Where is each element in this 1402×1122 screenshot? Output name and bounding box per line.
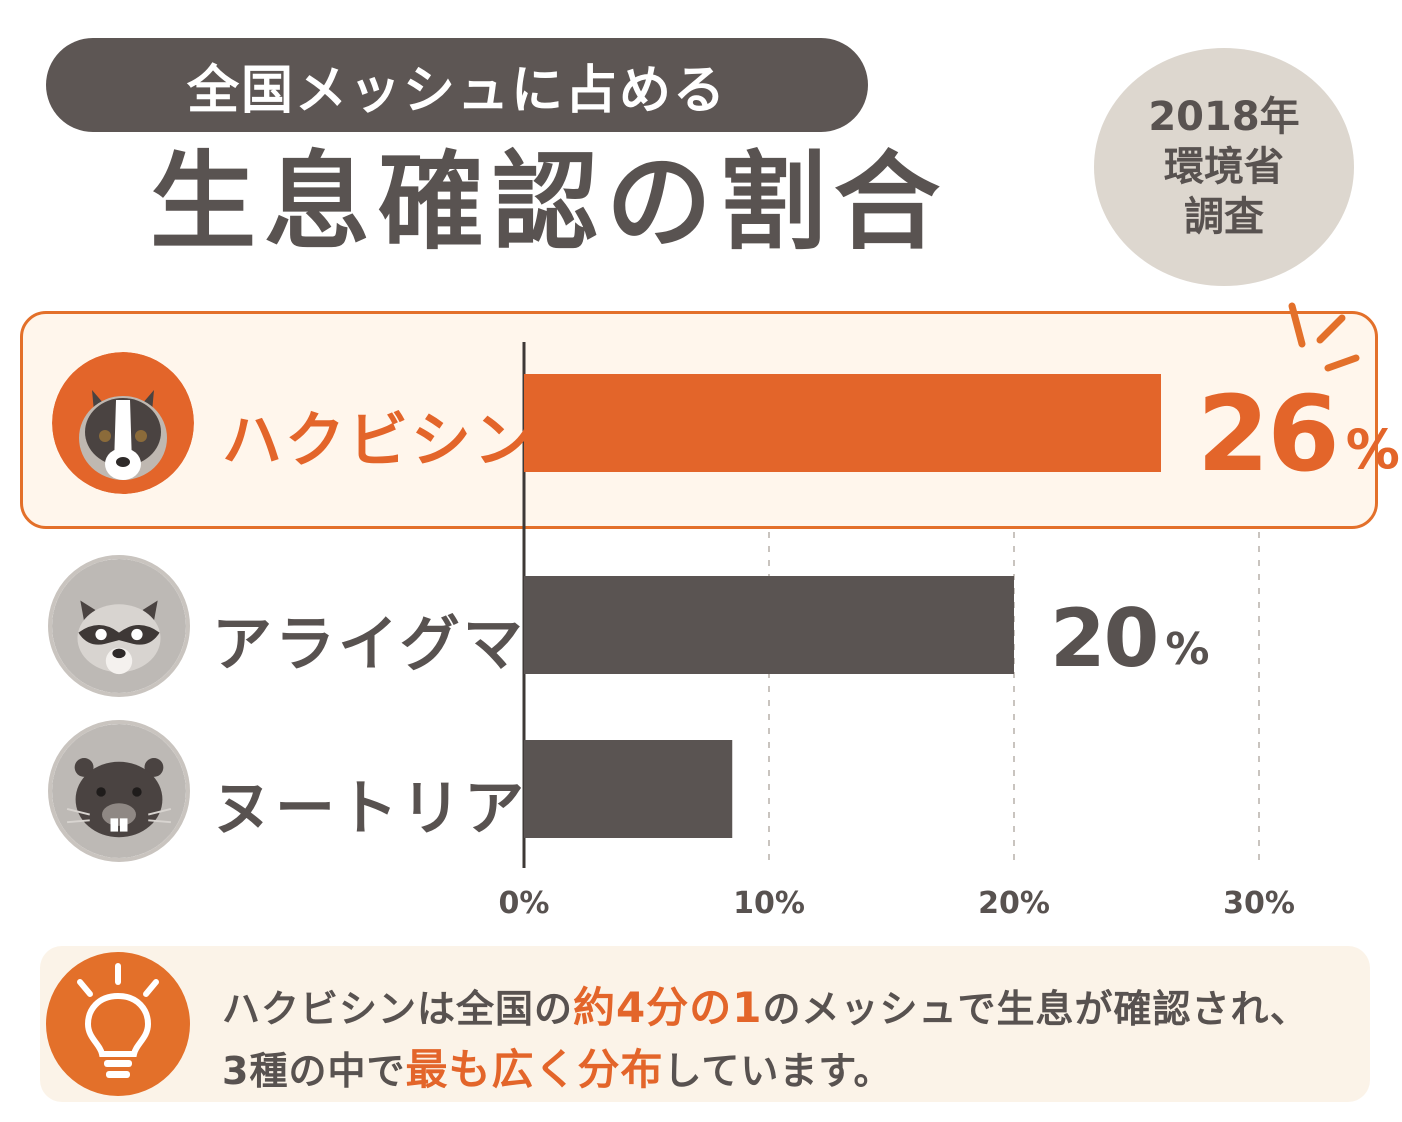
bar-3	[524, 740, 733, 838]
page-title: 生息確認の割合	[150, 141, 948, 264]
note-line-2-part-1: 3種の中で	[222, 1049, 406, 1093]
note-emphasis-widest: 最も広く分布	[405, 1045, 664, 1094]
category-label-raccoon: アライグマ	[212, 610, 526, 680]
value-label-2: 20	[1050, 592, 1157, 685]
nutria-icon	[48, 720, 190, 862]
category-label-civet: ハクビシン	[222, 406, 537, 476]
note-emphasis-quarter: 約4分の1	[573, 983, 763, 1032]
bar-2	[524, 576, 1014, 674]
badge-survey: 調査	[1184, 194, 1264, 240]
badge-year: 2018年	[1148, 94, 1300, 140]
x-tick-label-10: 10%	[733, 886, 805, 921]
x-tick-label-30: 30%	[1223, 886, 1295, 921]
x-tick-label-20: 20%	[978, 886, 1050, 921]
x-tick-label-0: 0%	[499, 886, 550, 921]
subtitle: 全国メッシュに占める	[186, 60, 727, 121]
note-line-1-part-1: ハクビシンは全国の	[222, 987, 574, 1031]
note-line-2: 3種の中で最も広く分布しています。	[222, 1036, 893, 1097]
note-box	[40, 946, 1370, 1102]
subtitle-pill: 全国メッシュに占める	[46, 38, 868, 132]
value-unit-2: %	[1165, 624, 1209, 675]
note-line-1: ハクビシンは全国の約4分の1のメッシュで生息が確認され、	[222, 974, 1309, 1035]
badge-agency: 環境省	[1164, 144, 1284, 190]
spark-icon	[1288, 302, 1360, 372]
note-line-1-part-3: のメッシュで生息が確認され、	[762, 987, 1309, 1031]
note-line-2-part-3: しています。	[663, 1049, 893, 1093]
raccoon-icon	[48, 555, 190, 697]
lightbulb-icon	[46, 952, 190, 1096]
category-label-nutria: ヌートリア	[212, 774, 527, 844]
source-badge: 2018年 環境省 調査	[1094, 48, 1354, 286]
masked-palm-civet-icon	[52, 352, 194, 494]
